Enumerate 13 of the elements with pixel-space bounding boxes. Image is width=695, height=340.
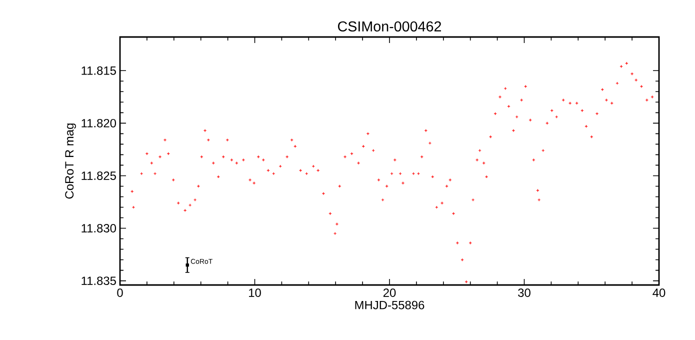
x-axis-title: MHJD-55896 [355, 300, 424, 310]
x-tick-label: 40 [652, 288, 666, 297]
x-tick-label: 20 [383, 288, 396, 297]
y-tick-label: 11.820 [82, 118, 116, 128]
x-tick-label: 30 [518, 288, 530, 297]
y-axis-title: CoRoT R mag [65, 124, 76, 199]
x-tick-label: 10 [249, 288, 261, 297]
y-tick-label: 11.830 [82, 224, 116, 232]
chart-title: CSIMon-000462 [338, 21, 441, 32]
x-tick-label: 0 [117, 288, 123, 297]
y-tick-label: 11.825 [82, 171, 116, 180]
y-tick-label: 11.815 [82, 66, 116, 75]
y-tick-label: 11.835 [82, 276, 116, 286]
